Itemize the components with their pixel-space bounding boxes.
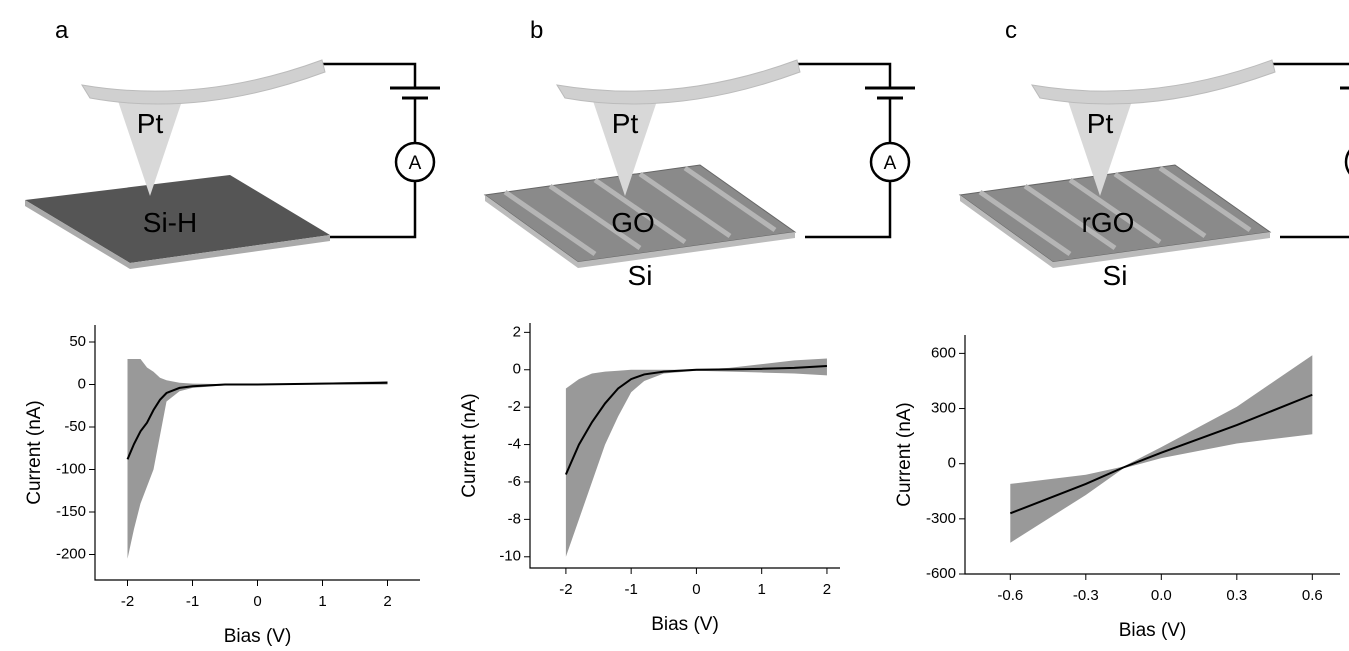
x-tick-label: -1 [624, 581, 637, 598]
chart: -0.6 -0.3 0.0 0.3 0.6 600 300 0 -300 -600 Bias (V)… [894, 335, 1340, 641]
panel-label: c [1005, 17, 1017, 44]
x-tick-label: -0.3 [1073, 587, 1099, 604]
y-tick-label: -2 [508, 398, 521, 415]
x-axis-label: Bias (V) [651, 614, 719, 635]
tip [1065, 92, 1135, 196]
y-tick-label: -150 [56, 503, 86, 520]
y-tick-label: 0 [513, 361, 521, 378]
x-tick-label: 0.0 [1151, 587, 1172, 604]
wire [797, 62, 892, 239]
y-tick-label: 0 [948, 455, 956, 472]
x-tick-label: -1 [186, 593, 199, 610]
y-tick-label: -50 [64, 418, 86, 435]
x-axis-label: Bias (V) [224, 626, 292, 646]
x-tick-label: 0.6 [1302, 587, 1323, 604]
cantilever [80, 59, 326, 105]
y-tick-label: -10 [499, 548, 521, 565]
y-tick-label: -600 [926, 565, 956, 582]
ammeter [869, 141, 911, 183]
ridge [978, 189, 1072, 257]
y-tick-label: -100 [56, 460, 86, 477]
axes [94, 325, 420, 581]
ammeter-label: A [884, 153, 897, 174]
substrate-edge [25, 200, 330, 269]
cantilever [1030, 59, 1276, 105]
wire [1272, 62, 1349, 239]
substrate-label: Si [628, 260, 653, 291]
wire [322, 62, 417, 239]
ridge [1158, 165, 1252, 233]
error-band [1010, 355, 1313, 543]
y-tick-label: -6 [508, 473, 521, 490]
ammeter [394, 141, 436, 183]
y-axis-label: Current (nA) [459, 393, 480, 498]
y-tick-label: 0 [78, 375, 86, 392]
x-axis-label: Bias (V) [1119, 620, 1187, 641]
x-tick-label: -2 [121, 593, 134, 610]
axes [529, 323, 840, 569]
y-axis-label: Current (nA) [894, 402, 915, 507]
error-band [565, 358, 827, 557]
panel-label: b [530, 17, 543, 44]
y-tick-label: -300 [926, 510, 956, 527]
x-tick-label: -2 [559, 581, 572, 598]
panel-label: a [55, 17, 69, 44]
substrate [25, 175, 330, 263]
y-tick-label: 50 [69, 333, 86, 350]
ridge [638, 171, 732, 239]
x-tick-label: 0.3 [1226, 587, 1247, 604]
tip [115, 92, 185, 196]
mean-line [564, 365, 828, 475]
sample-label: Si-H [143, 207, 197, 238]
ridge [683, 165, 777, 233]
x-tick-label: 2 [823, 581, 831, 598]
ridge [503, 189, 597, 257]
sample-label: rGO [1082, 207, 1135, 238]
x-tick-label: 2 [383, 593, 391, 610]
x-tick-label: -0.6 [997, 587, 1023, 604]
tip-label: Pt [137, 108, 164, 139]
ammeter [1344, 149, 1349, 175]
y-axis-label: Current (nA) [24, 400, 45, 505]
ammeter-label: A [409, 153, 422, 174]
y-tick-label: 2 [513, 323, 521, 340]
diagram: b A Si Pt GO [483, 17, 915, 291]
ridge [1023, 183, 1117, 251]
error-band [127, 359, 388, 559]
ridge [1068, 177, 1162, 245]
tip-label: Pt [1087, 108, 1114, 139]
ridge [548, 183, 642, 251]
x-tick-label: 0 [692, 581, 700, 598]
cantilever [555, 59, 801, 105]
ridge [593, 177, 687, 245]
mean-line [1009, 393, 1313, 515]
y-tick-label: -200 [56, 545, 86, 562]
sample-label: GO [611, 207, 655, 238]
mean-line [126, 381, 388, 460]
y-tick-label: 300 [931, 400, 956, 417]
diagram: a A Pt Si-H [25, 17, 440, 269]
ridge [1113, 171, 1207, 239]
x-tick-label: 0 [253, 593, 261, 610]
substrate-label: Si [1103, 260, 1128, 291]
diagram: cASiPtrGO [958, 17, 1349, 291]
tip [590, 92, 660, 196]
tip-label: Pt [612, 108, 639, 139]
x-tick-label: 1 [758, 581, 766, 598]
x-tick-label: 1 [318, 593, 326, 610]
y-tick-label: -8 [508, 510, 521, 527]
chart: -2 -1 0 1 2 50 0 -50 -100 -150 -200 Bias (V) Current… [24, 325, 420, 647]
y-tick-label: 600 [931, 344, 956, 361]
y-tick-label: -4 [508, 436, 521, 453]
